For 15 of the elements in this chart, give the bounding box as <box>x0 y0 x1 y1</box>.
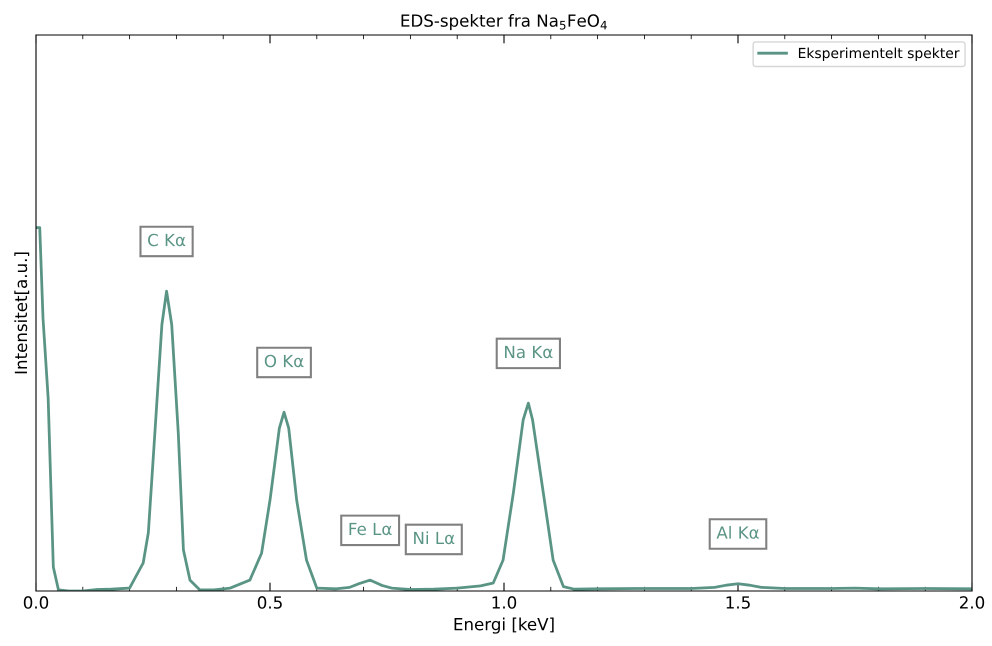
x-axis-title: Energi [keV] <box>454 618 554 634</box>
annotation: Al Kα <box>716 526 759 539</box>
legend-label: Eksperimentelt spekter <box>798 48 960 61</box>
annotation: Fe Lα <box>350 522 392 536</box>
annotation: Na Kα <box>505 346 552 358</box>
annotation: O Kα <box>264 354 304 368</box>
x-tick-label: 1.5 <box>726 596 750 609</box>
x-tick-label: 0.0 <box>24 596 48 609</box>
y-axis-title: Intensitet[a.u.] <box>14 252 30 374</box>
x-tick-label: 2.0 <box>960 596 984 609</box>
annotation: Ni Lα <box>414 531 454 544</box>
chart-title: EDS-spekter fra Na$_{5}$FeO$_{4}$ <box>402 14 607 30</box>
x-tick-label: 1.0 <box>492 596 516 609</box>
x-tick-label: 0.5 <box>258 596 282 609</box>
annotation: C Kα <box>148 234 186 246</box>
